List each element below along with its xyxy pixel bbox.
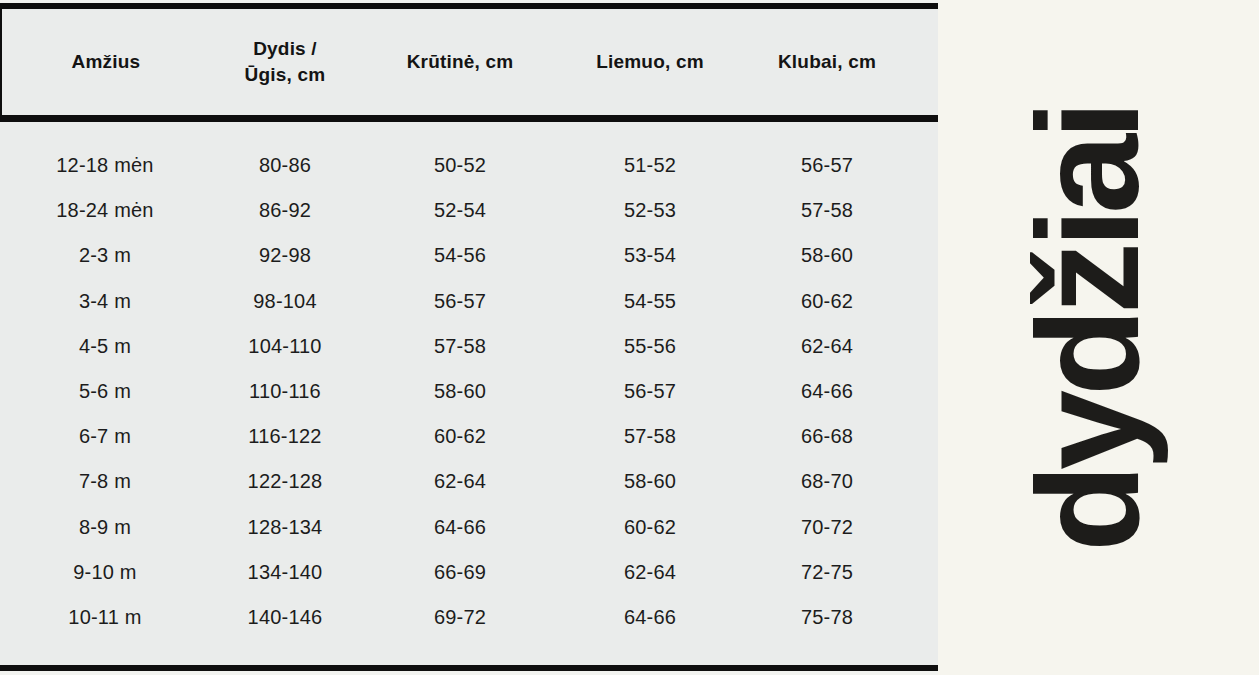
cell-waist: 57-58 (560, 425, 740, 448)
cell-chest: 56-57 (360, 290, 560, 313)
header-cell-waist: Liemuo, cm (560, 49, 740, 75)
table-row: 7-8 m 122-128 62-64 58-60 68-70 (0, 459, 938, 504)
header-label-age: Amžius (2, 49, 210, 75)
cell-age: 3-4 m (0, 290, 210, 313)
cell-age: 7-8 m (0, 470, 210, 493)
table-row: 5-6 m 110-116 58-60 56-57 64-66 (0, 369, 938, 414)
cell-waist: 53-54 (560, 244, 740, 267)
cell-age: 10-11 m (0, 606, 210, 629)
cell-hips: 58-60 (740, 244, 914, 267)
cell-age: 6-7 m (0, 425, 210, 448)
cell-age: 4-5 m (0, 335, 210, 358)
cell-chest: 57-58 (360, 335, 560, 358)
cell-chest: 58-60 (360, 380, 560, 403)
cell-hips: 68-70 (740, 470, 914, 493)
table-row: 12-18 mėn 80-86 50-52 51-52 56-57 (0, 143, 938, 188)
cell-waist: 52-53 (560, 199, 740, 222)
cell-age: 2-3 m (0, 244, 210, 267)
table-header-row: Amžius Dydis / Ūgis, cm Krūtinė, cm Liem… (0, 9, 938, 115)
table-row: 2-3 m 92-98 54-56 53-54 58-60 (0, 233, 938, 278)
cell-age: 8-9 m (0, 516, 210, 539)
header-cell-hips: Klubai, cm (740, 49, 914, 75)
cell-hips: 72-75 (740, 561, 914, 584)
cell-hips: 66-68 (740, 425, 914, 448)
table-row: 8-9 m 128-134 64-66 60-62 70-72 (0, 505, 938, 550)
cell-chest: 50-52 (360, 154, 560, 177)
header-label-height: Ūgis, cm (210, 62, 360, 88)
cell-size: 92-98 (210, 244, 360, 267)
cell-chest: 64-66 (360, 516, 560, 539)
cell-chest: 69-72 (360, 606, 560, 629)
cell-chest: 52-54 (360, 199, 560, 222)
cell-hips: 70-72 (740, 516, 914, 539)
cell-waist: 58-60 (560, 470, 740, 493)
cell-size: 86-92 (210, 199, 360, 222)
header-cell-chest: Krūtinė, cm (360, 49, 560, 75)
cell-hips: 60-62 (740, 290, 914, 313)
header-label-size: Dydis / (210, 36, 360, 62)
cell-chest: 54-56 (360, 244, 560, 267)
cell-waist: 64-66 (560, 606, 740, 629)
cell-waist: 56-57 (560, 380, 740, 403)
table-row: 6-7 m 116-122 60-62 57-58 66-68 (0, 414, 938, 459)
cell-hips: 57-58 (740, 199, 914, 222)
cell-size: 116-122 (210, 425, 360, 448)
cell-waist: 62-64 (560, 561, 740, 584)
size-table-panel: Amžius Dydis / Ūgis, cm Krūtinė, cm Liem… (0, 0, 938, 675)
cell-waist: 55-56 (560, 335, 740, 358)
cell-chest: 60-62 (360, 425, 560, 448)
header-label-waist: Liemuo, cm (560, 49, 740, 75)
cell-age: 9-10 m (0, 561, 210, 584)
table-row: 10-11 m 140-146 69-72 64-66 75-78 (0, 595, 938, 640)
cell-size: 122-128 (210, 470, 360, 493)
cell-size: 134-140 (210, 561, 360, 584)
table-row: 3-4 m 98-104 56-57 54-55 60-62 (0, 279, 938, 324)
cell-age: 12-18 mėn (0, 154, 210, 177)
header-label-chest: Krūtinė, cm (360, 49, 560, 75)
table-row: 18-24 mėn 86-92 52-54 52-53 57-58 (0, 188, 938, 233)
header-cell-age: Amžius (2, 49, 210, 75)
bottom-margin-strip (0, 671, 938, 675)
cell-size: 98-104 (210, 290, 360, 313)
cell-chest: 66-69 (360, 561, 560, 584)
cell-size: 80-86 (210, 154, 360, 177)
header-label-hips: Klubai, cm (740, 49, 914, 75)
cell-age: 5-6 m (0, 380, 210, 403)
cell-waist: 60-62 (560, 516, 740, 539)
cell-hips: 64-66 (740, 380, 914, 403)
vertical-title: dydžiai (1014, 22, 1180, 636)
cell-size: 140-146 (210, 606, 360, 629)
cell-size: 128-134 (210, 516, 360, 539)
cell-waist: 54-55 (560, 290, 740, 313)
size-chart-page: Amžius Dydis / Ūgis, cm Krūtinė, cm Liem… (0, 0, 1259, 675)
cell-size: 110-116 (210, 380, 360, 403)
cell-waist: 51-52 (560, 154, 740, 177)
header-underline (0, 115, 938, 122)
cell-age: 18-24 mėn (0, 199, 210, 222)
table-body: 12-18 mėn 80-86 50-52 51-52 56-57 18-24 … (0, 122, 938, 665)
table-row: 4-5 m 104-110 57-58 55-56 62-64 (0, 324, 938, 369)
cell-size: 104-110 (210, 335, 360, 358)
table-row: 9-10 m 134-140 66-69 62-64 72-75 (0, 550, 938, 595)
header-cell-size-height: Dydis / Ūgis, cm (210, 36, 360, 88)
cell-hips: 56-57 (740, 154, 914, 177)
cell-chest: 62-64 (360, 470, 560, 493)
cell-hips: 62-64 (740, 335, 914, 358)
cell-hips: 75-78 (740, 606, 914, 629)
